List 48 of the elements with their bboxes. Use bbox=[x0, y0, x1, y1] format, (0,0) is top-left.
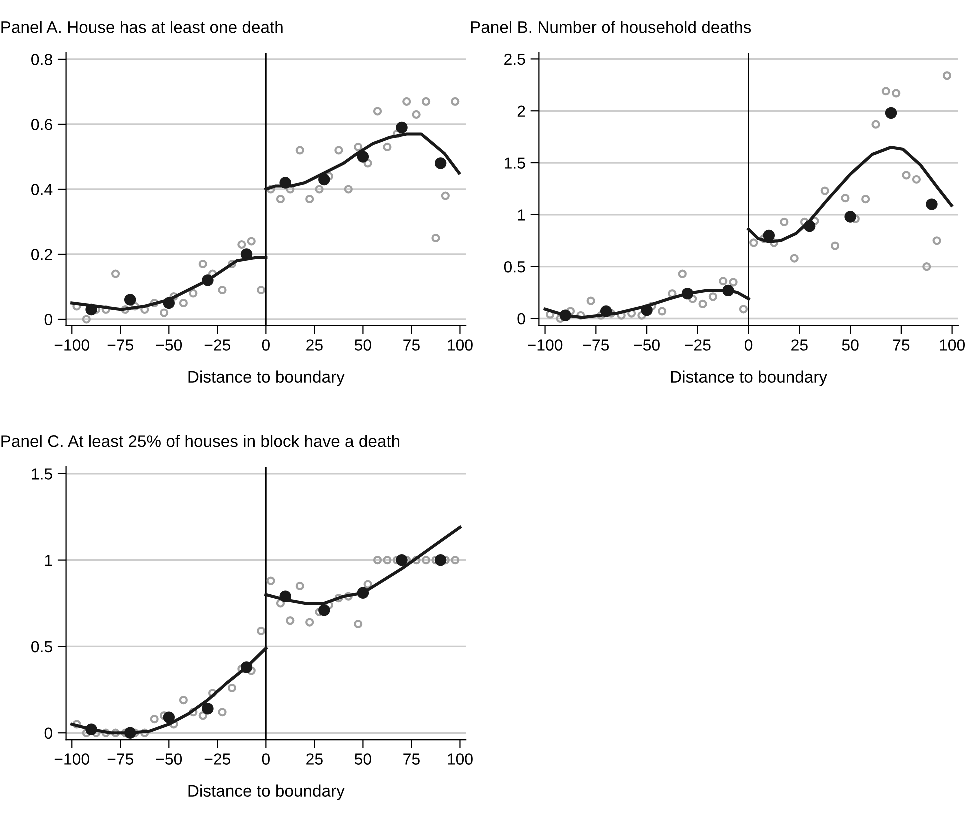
chart-title: Panel A. House has at least one death bbox=[2, 21, 283, 34]
x-tick-label: −25 bbox=[685, 340, 711, 351]
y-tick-label: 1.5 bbox=[32, 468, 52, 480]
x-tick-label: −25 bbox=[204, 754, 231, 765]
x-tick-label: −50 bbox=[156, 754, 182, 765]
x-tick-label: 100 bbox=[448, 754, 473, 765]
x-tick-label: −50 bbox=[634, 340, 660, 351]
x-tick-label: 75 bbox=[893, 340, 910, 351]
x-tick-label: −75 bbox=[108, 754, 134, 765]
x-axis-title: Distance to boundary bbox=[671, 370, 828, 386]
y-tick-label: 1.5 bbox=[504, 158, 526, 169]
x-tick-label: 0 bbox=[744, 340, 753, 351]
y-tick-label: 0 bbox=[44, 728, 52, 740]
x-tick-label: −100 bbox=[528, 340, 563, 351]
x-tick-label: 0 bbox=[262, 754, 270, 765]
y-tick-label: 0.5 bbox=[504, 261, 526, 273]
y-tick-label: 0.4 bbox=[32, 184, 53, 196]
x-tick-label: 75 bbox=[404, 340, 420, 351]
x-tick-label: 50 bbox=[354, 340, 372, 351]
x-tick-label: 25 bbox=[306, 754, 323, 765]
x-tick-label: 100 bbox=[940, 340, 966, 351]
chart-title: Panel B. Number of household deaths bbox=[471, 21, 752, 34]
y-tick-label: 0.8 bbox=[32, 54, 52, 66]
x-tick-label: 25 bbox=[792, 340, 808, 351]
y-tick-label: 0 bbox=[518, 313, 526, 325]
y-tick-label: 0 bbox=[44, 314, 52, 326]
x-tick-label: 0 bbox=[262, 340, 270, 351]
x-tick-label: −100 bbox=[54, 340, 90, 351]
y-tick-label: 2.5 bbox=[504, 54, 526, 66]
y-tick-label: 0.6 bbox=[32, 119, 52, 130]
x-tick-label: −25 bbox=[204, 340, 231, 351]
y-tick-label: 0.2 bbox=[32, 249, 52, 260]
x-tick-label: 100 bbox=[448, 340, 473, 351]
y-tick-label: 1 bbox=[518, 210, 526, 221]
y-tick-label: 1 bbox=[45, 555, 52, 566]
x-tick-label: −75 bbox=[583, 340, 610, 351]
x-tick-label: −50 bbox=[156, 340, 182, 351]
y-tick-label: 0.5 bbox=[32, 641, 52, 653]
x-tick-label: −100 bbox=[54, 754, 90, 765]
x-axis-title: Distance to boundary bbox=[188, 784, 345, 800]
x-tick-label: 50 bbox=[842, 340, 859, 351]
y-tick-label: 2 bbox=[518, 106, 526, 117]
x-axis-title: Distance to boundary bbox=[188, 370, 345, 386]
x-tick-label: 75 bbox=[404, 754, 420, 765]
x-tick-label: 50 bbox=[354, 754, 372, 765]
x-tick-label: −75 bbox=[108, 340, 134, 351]
chart-title: Panel C. At least 25% of houses in block have a death bbox=[2, 435, 400, 448]
x-tick-label: 25 bbox=[306, 340, 323, 351]
